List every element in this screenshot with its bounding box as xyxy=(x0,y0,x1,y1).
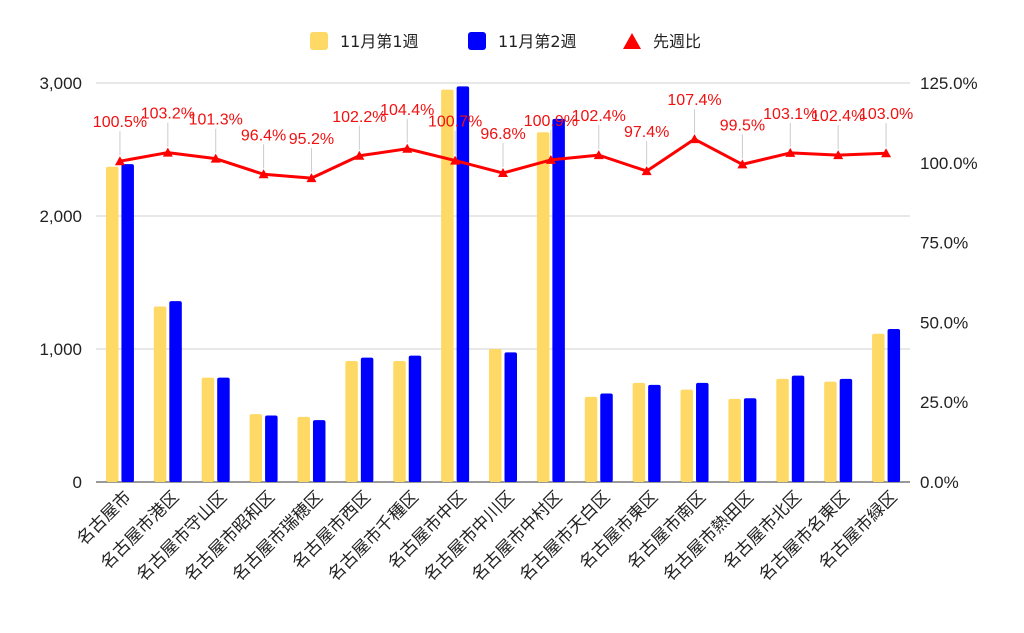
legend-label: 11月第1週 xyxy=(340,32,419,51)
bar-week2 xyxy=(312,420,326,482)
ratio-data-label: 104.4% xyxy=(380,102,434,119)
ratio-data-label: 103.2% xyxy=(141,106,195,123)
ratio-data-label: 96.4% xyxy=(241,127,286,144)
ratio-point xyxy=(833,150,844,160)
ratio-point xyxy=(354,150,365,160)
bar-week1 xyxy=(776,378,789,482)
bar-week1 xyxy=(249,414,263,482)
bar-week2 xyxy=(887,329,901,482)
bar-week2 xyxy=(504,352,517,482)
ratio-point xyxy=(162,147,173,157)
bar-week1 xyxy=(728,398,741,482)
y-right-tick-label: 25.0% xyxy=(920,393,968,412)
bar-week1 xyxy=(536,132,550,482)
bar-week2 xyxy=(217,377,230,482)
ratio-data-label: 95.2% xyxy=(289,131,334,148)
legend-swatch xyxy=(310,32,328,50)
ratio-point xyxy=(450,155,461,165)
bar-week1 xyxy=(824,381,837,482)
y-left-tick-label: 1,000 xyxy=(39,340,82,359)
bar-week1 xyxy=(584,396,598,482)
ratio-point xyxy=(306,173,317,183)
ratio-data-label: 97.4% xyxy=(624,124,669,141)
legend-item: 先週比 xyxy=(623,32,701,51)
ratio-data-label: 100.9% xyxy=(524,113,578,130)
ratio-point xyxy=(258,169,269,179)
ratio-data-label: 103.1% xyxy=(763,106,817,123)
y-right-tick-label: 0.0% xyxy=(920,473,959,492)
ratio-data-label: 102.4% xyxy=(572,108,626,125)
y-right-tick-label: 100.0% xyxy=(920,154,978,173)
bar-week1 xyxy=(105,166,119,483)
bar-week1 xyxy=(345,360,358,482)
bar-week2 xyxy=(600,393,613,482)
legend-label: 11月第2週 xyxy=(498,32,577,51)
bar-week2 xyxy=(743,398,757,482)
bar-week1 xyxy=(393,360,406,482)
ratio-data-label: 99.5% xyxy=(720,117,765,134)
ratio-data-label: 101.3% xyxy=(189,112,243,129)
ratio-data-label: 96.8% xyxy=(480,126,525,143)
ratio-point xyxy=(689,134,700,144)
ratio-data-label: 103.0% xyxy=(859,106,913,123)
grid-lines xyxy=(96,82,910,483)
bar-week2 xyxy=(121,164,134,482)
bar-week2 xyxy=(791,375,805,482)
legend-label: 先週比 xyxy=(653,32,701,51)
bar-week2 xyxy=(839,378,853,482)
ratio-point xyxy=(593,150,604,160)
bars xyxy=(105,86,901,483)
ratio-data-label: 107.4% xyxy=(667,92,721,109)
bar-week1 xyxy=(680,389,694,482)
ratio-point xyxy=(498,168,508,178)
legend-swatch xyxy=(468,32,486,50)
ratio-point xyxy=(545,154,556,164)
ratio-line: 100.5%103.2%101.3%96.4% 95.2% 102.2%104.4%… xyxy=(93,92,913,183)
legend-marker xyxy=(623,33,641,49)
ratio-point xyxy=(641,166,652,176)
y-right-tick-label: 125.0% xyxy=(920,74,978,93)
bar-week2 xyxy=(552,118,565,482)
bar-week2 xyxy=(648,384,661,482)
bar-week1 xyxy=(632,382,646,482)
ratio-point xyxy=(210,153,221,163)
bar-week2 xyxy=(408,355,422,482)
bar-week1 xyxy=(297,416,310,482)
y-left-tick-label: 2,000 xyxy=(39,207,82,226)
bar-week2 xyxy=(265,415,278,482)
ratio-data-label: 100.7% xyxy=(428,114,482,131)
ratio-data-label: 102.2% xyxy=(332,109,386,126)
bar-week1 xyxy=(872,333,885,482)
ratio-data-label: 102.4% xyxy=(811,108,865,125)
bar-week2 xyxy=(169,301,182,482)
ratio-data-label: 100.5% xyxy=(93,114,147,131)
bar-week1 xyxy=(201,377,215,482)
legend-item: 11月第2週 xyxy=(468,32,577,51)
ratio-point xyxy=(737,159,748,169)
y-right-tick-label: 75.0% xyxy=(920,234,968,253)
ratio-point xyxy=(402,143,413,153)
y-right-tick-label: 50.0% xyxy=(920,313,968,332)
bar-week1 xyxy=(153,306,167,482)
y-left-tick-label: 0 xyxy=(73,473,82,492)
bar-week1 xyxy=(489,349,502,482)
legend-item: 11月第1週 xyxy=(310,32,419,51)
bar-week2 xyxy=(696,382,709,482)
legend: 11月第1週 11月第2週 先週比 xyxy=(310,32,701,51)
ratio-point xyxy=(114,156,125,166)
bar-week2 xyxy=(360,357,374,482)
ratio-point xyxy=(881,148,892,158)
bar-week2 xyxy=(456,86,470,482)
bar-week1 xyxy=(441,89,454,483)
ratio-point xyxy=(785,147,796,157)
y-left-tick-label: 3,000 xyxy=(39,74,82,93)
